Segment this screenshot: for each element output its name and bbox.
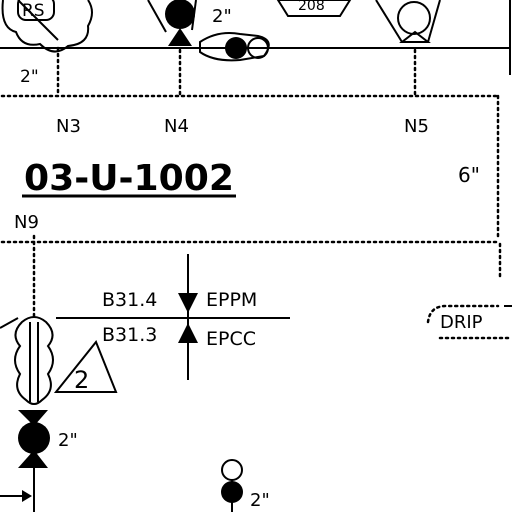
nozzle-label-n4: N4	[164, 116, 189, 137]
n9-valve-body-icon	[18, 422, 50, 454]
nozzle-label-n3: N3	[56, 116, 81, 137]
drip-label: DRIP	[440, 312, 483, 333]
spec-lower-name: EPCC	[206, 328, 256, 350]
n4-ball-valve-outline	[199, 32, 270, 62]
n3-valve-size-label: 2"	[20, 67, 39, 87]
bottom-instrument-size-label: 2"	[250, 490, 270, 511]
revision-number: 2	[74, 366, 89, 394]
nozzle-label-n9: N9	[14, 212, 39, 233]
n9-valve-lower-triangle-icon	[18, 450, 48, 468]
n9-lead-line	[0, 317, 19, 329]
n4-ball-valve-filled-icon	[225, 37, 247, 59]
n4-valve-size-label: 2"	[212, 6, 232, 27]
n4-valve-body-icon	[165, 0, 195, 29]
n9-valve-upper-triangle-icon	[18, 410, 48, 426]
n9-outlet-arrowhead-icon	[22, 490, 32, 502]
n9-relief-cloud-symbol	[14, 316, 54, 405]
bottom-instrument-filled-icon	[221, 481, 243, 503]
n5-symbol-left-leg	[375, 0, 403, 43]
rs-valve-cloud-symbol	[1, 0, 93, 53]
tag-208-label: 208	[298, 0, 325, 14]
n4-ball-valve-open-icon	[247, 37, 269, 59]
spec-upper-code: B31.4	[102, 289, 157, 311]
n5-instrument-bubble-icon	[397, 1, 431, 35]
spec-lower-code: B31.3	[102, 324, 157, 346]
line-number-title: 03-U-1002	[24, 158, 234, 199]
spec-lower-arrow-icon	[178, 323, 198, 343]
n5-symbol-right-leg	[427, 0, 441, 43]
n4-valve-stem-left	[147, 0, 167, 33]
revision-triangle-icon	[53, 340, 118, 393]
rs-tag-box	[17, 0, 55, 21]
bottom-instrument-open-icon	[221, 459, 243, 481]
line-size-label: 6"	[458, 163, 480, 187]
drip-bubble-outline	[426, 304, 512, 340]
n4-valve-seat-icon	[168, 28, 192, 46]
spec-upper-arrow-icon	[178, 293, 198, 313]
tag-208-hexagon	[276, 0, 352, 17]
spec-upper-name: EPPM	[206, 289, 257, 311]
n9-valve-size-label: 2"	[58, 430, 78, 451]
rs-tag-label: RS	[22, 1, 45, 21]
n5-seat-icon	[399, 30, 431, 43]
nozzle-label-n5: N5	[404, 116, 429, 137]
